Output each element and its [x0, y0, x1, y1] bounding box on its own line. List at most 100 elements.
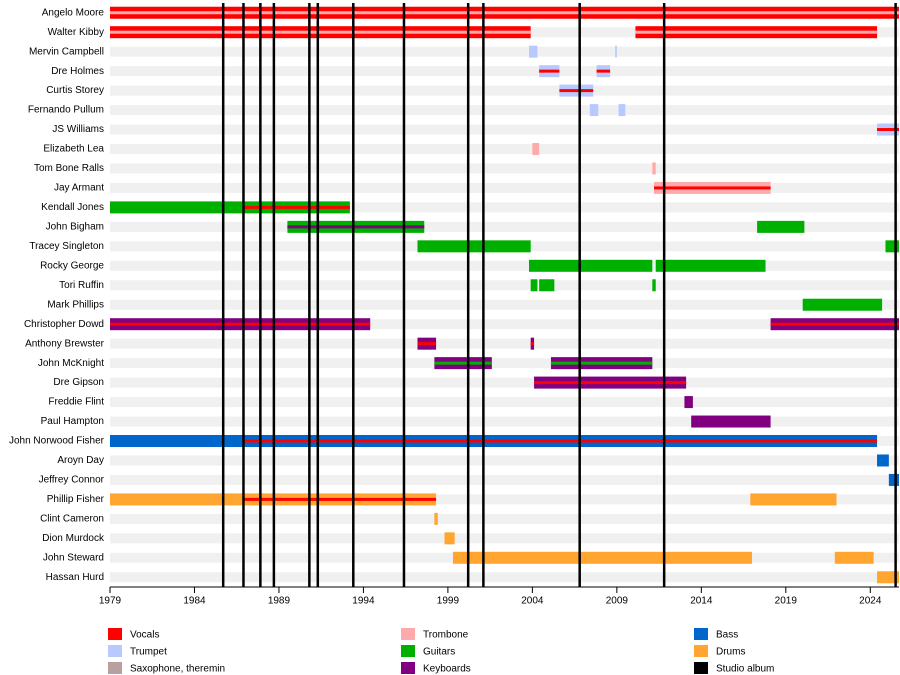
- row-band: [110, 397, 899, 408]
- period-stripe: [654, 186, 771, 190]
- x-tick-label: 1994: [352, 596, 375, 607]
- period-stripe: [530, 342, 535, 346]
- legend-swatch: [694, 662, 708, 674]
- period-stripe: [110, 11, 899, 15]
- period-bar: [877, 454, 889, 467]
- member-name: Christopher Dowd: [24, 319, 104, 330]
- period-bar: [528, 259, 653, 272]
- row-band: [110, 377, 899, 388]
- period-stripe: [243, 439, 878, 443]
- member-name: Jay Armant: [54, 183, 104, 194]
- row-band: [110, 46, 899, 57]
- period-bar: [532, 143, 540, 155]
- legend-swatch: [108, 645, 122, 657]
- row-band: [110, 572, 899, 583]
- row-band: [110, 221, 899, 232]
- period-bar: [757, 220, 805, 233]
- period-stripe: [110, 30, 531, 34]
- member-name: Tom Bone Ralls: [34, 163, 104, 174]
- row-band: [110, 85, 899, 96]
- member-name: Walter Kibby: [48, 27, 104, 38]
- member-name: Anthony Brewster: [25, 338, 105, 349]
- row-band: [110, 474, 899, 485]
- legend-label: Trumpet: [130, 647, 167, 658]
- period-stripe: [877, 128, 899, 132]
- x-tick-label: 2004: [521, 596, 544, 607]
- period-bar: [528, 45, 538, 58]
- period-stripe: [243, 205, 350, 209]
- period-bar: [110, 201, 244, 214]
- member-name: Rocky George: [40, 260, 104, 271]
- member-name: Dion Murdock: [42, 533, 105, 544]
- legend-label: Keyboards: [423, 664, 471, 675]
- x-tick-label: 1979: [99, 596, 122, 607]
- period-bar: [652, 162, 656, 175]
- period-bar: [434, 512, 438, 525]
- member-name: Aroyn Day: [57, 455, 104, 466]
- row-band: [110, 338, 899, 349]
- period-stripe: [539, 69, 560, 73]
- period-stripe: [110, 322, 371, 326]
- member-name: Mervin Campbell: [29, 46, 104, 57]
- period-stripe: [550, 361, 653, 365]
- member-name: Freddie Flint: [48, 397, 104, 408]
- legend-label: Trombone: [423, 630, 469, 641]
- period-bar: [652, 279, 656, 292]
- x-tick-label: 1999: [437, 596, 460, 607]
- legend-swatch: [694, 628, 708, 640]
- member-name: Dre Holmes: [51, 66, 104, 77]
- period-bar: [750, 493, 837, 506]
- period-stripe: [770, 322, 899, 326]
- period-bar: [417, 240, 531, 253]
- row-band: [110, 513, 899, 524]
- period-stripe: [559, 89, 594, 93]
- member-name: Tracey Singleton: [29, 241, 104, 252]
- period-bar: [684, 396, 693, 409]
- legend-swatch: [108, 628, 122, 640]
- period-bar: [444, 532, 455, 545]
- legend-swatch: [694, 645, 708, 657]
- period-bar: [655, 259, 766, 272]
- period-stripe: [287, 225, 425, 229]
- member-name: John Steward: [43, 552, 104, 563]
- period-stripe: [635, 30, 878, 34]
- legend-swatch: [108, 662, 122, 674]
- member-name: Clint Cameron: [40, 514, 104, 525]
- row-band: [110, 319, 899, 330]
- period-stripe: [434, 361, 492, 365]
- legend-label: Vocals: [130, 630, 159, 641]
- member-name: Angelo Moore: [42, 7, 105, 18]
- member-name: Tori Ruffin: [59, 280, 104, 291]
- row-band: [110, 494, 899, 505]
- legend-label: Drums: [716, 647, 745, 658]
- member-name: Hassan Hurd: [46, 572, 104, 583]
- x-tick-label: 2024: [859, 596, 882, 607]
- period-bar: [888, 473, 899, 486]
- row-band: [110, 124, 899, 135]
- x-tick-label: 2019: [775, 596, 798, 607]
- period-bar: [452, 551, 753, 564]
- member-name: Elizabeth Lea: [43, 144, 104, 155]
- member-name: John Bigham: [46, 222, 104, 233]
- member-name: Curtis Storey: [46, 85, 104, 96]
- row-band: [110, 299, 899, 310]
- legend-label: Studio album: [716, 664, 774, 675]
- row-band: [110, 182, 899, 193]
- legend-label: Saxophone, theremin: [130, 664, 225, 675]
- member-name: Phillip Fisher: [47, 494, 105, 505]
- member-name: Jeffrey Connor: [39, 475, 105, 486]
- row-band: [110, 455, 899, 466]
- x-tick-label: 2009: [606, 596, 629, 607]
- legend-label: Guitars: [423, 647, 455, 658]
- row-band: [110, 144, 899, 154]
- period-bar: [589, 104, 599, 117]
- row-band: [110, 260, 899, 271]
- row-band: [110, 105, 899, 116]
- period-bar: [885, 240, 899, 253]
- period-stripe: [534, 381, 687, 385]
- period-bar: [110, 493, 244, 506]
- member-name: John Norwood Fisher: [9, 436, 105, 447]
- member-name: John McKnight: [38, 358, 104, 369]
- row-band: [110, 358, 899, 369]
